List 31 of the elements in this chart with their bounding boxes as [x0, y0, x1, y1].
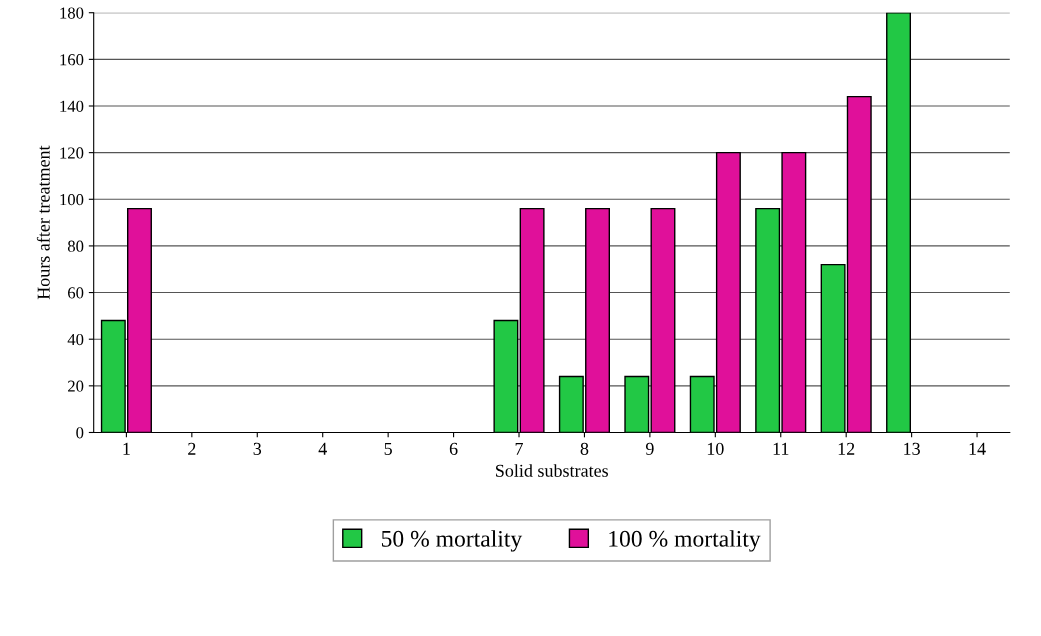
x-tick-label: 4	[318, 442, 327, 455]
bar	[519, 207, 545, 433]
x-tick-label: 13	[904, 442, 920, 455]
y-tick-label: 80	[67, 240, 84, 252]
legend-label: 50 % mortality	[381, 530, 523, 552]
x-tick-label: 11	[773, 442, 789, 455]
x-tick-label: 1	[123, 442, 130, 455]
y-tick-label: 20	[68, 380, 84, 392]
bar	[886, 12, 912, 433]
x-axis-title: Solid substrates	[496, 464, 608, 477]
y-tick-label: 60	[68, 287, 84, 299]
y-tick-label: 120	[60, 147, 84, 159]
y-tick-label: 40	[67, 333, 84, 346]
y-tick-label: 180	[60, 7, 84, 19]
x-tick-label: 8	[580, 442, 589, 455]
x-tick-label: 12	[838, 442, 855, 455]
x-tick-label: 5	[384, 442, 392, 455]
legend-label: 100 % mortality	[609, 530, 761, 552]
y-tick-label: 0	[76, 427, 84, 439]
x-tick-label: 6	[449, 442, 458, 455]
x-tick-label: 10	[707, 442, 724, 455]
x-tick-label: 14	[969, 442, 986, 455]
y-tick-label: 140	[60, 100, 84, 112]
y-axis-title: Hours after treatment	[36, 145, 50, 300]
y-tick-label: 160	[60, 54, 84, 66]
y-tick-label: 100	[60, 193, 84, 206]
x-tick-label: 3	[253, 442, 262, 455]
x-tick-label: 9	[645, 442, 654, 455]
bar	[493, 319, 519, 433]
x-tick-label: 7	[515, 442, 524, 455]
x-tick-label: 2	[188, 442, 196, 455]
